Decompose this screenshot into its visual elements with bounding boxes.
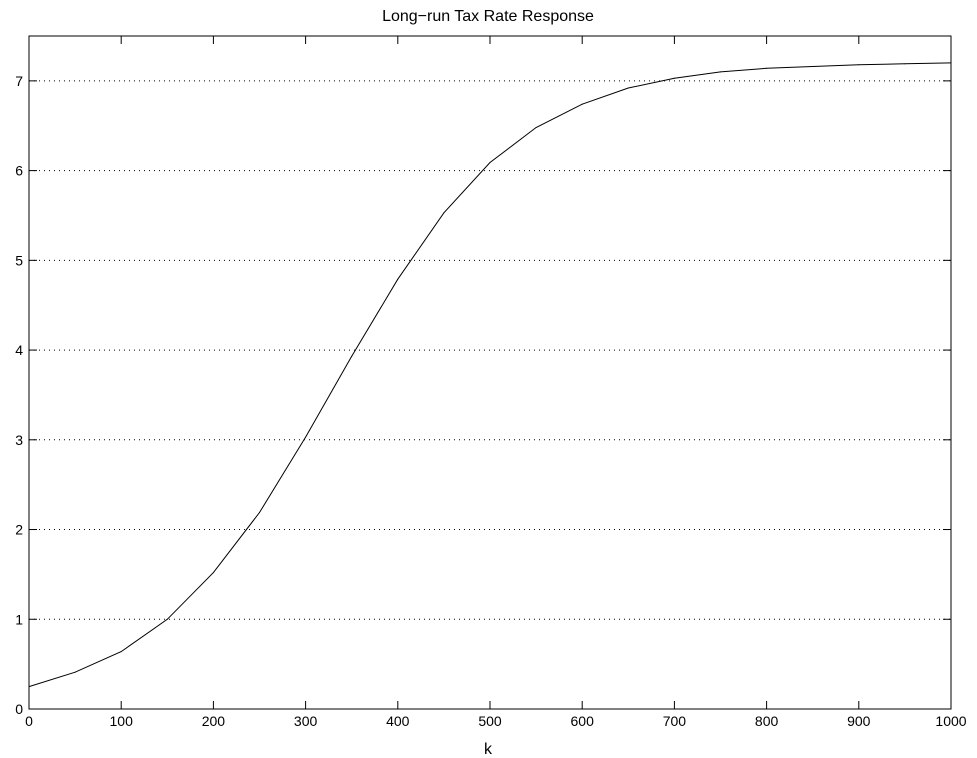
y-tick-label: 2 [15,522,23,538]
plot-frame [28,35,952,710]
y-tick-label: 7 [15,73,23,89]
data-point [812,66,814,68]
x-tick-label: 400 [386,713,410,729]
data-point [397,278,399,280]
y-tick-label: 5 [15,252,23,268]
data-point [259,511,260,513]
x-tick-label: 100 [110,713,134,729]
data-point [627,87,629,89]
x-tick-label: 800 [755,713,779,729]
data-point [858,64,860,66]
chart-title: Long−run Tax Rate Response [382,8,594,25]
data-point [120,651,122,653]
y-tick-label: 6 [15,163,23,179]
series-line [28,62,952,688]
y-tick-label: 1 [15,611,23,627]
data-point [720,71,721,73]
x-tick-label: 900 [847,713,871,729]
data-point [443,212,445,214]
x-axis-label: k [484,741,493,758]
x-tick-label: 1000 [935,713,966,729]
y-tick-label: 3 [15,432,23,448]
y-tick-labels: 0 1 2 3 4 5 6 7 [15,73,23,717]
data-point [535,127,537,129]
x-tick-label: 700 [663,713,687,729]
data-point [904,63,906,65]
x-tick-label: 200 [202,713,226,729]
data-point [212,572,214,574]
x-tick-label: 300 [294,713,318,729]
data-point [766,67,768,69]
data-point [74,671,76,673]
y-tick-label: 4 [15,342,23,358]
data-point [581,103,583,105]
data-point [351,355,353,357]
x-tick-label: 0 [25,713,33,729]
x-tick-label: 600 [571,713,595,729]
x-tick-label: 500 [478,713,502,729]
series-group [28,62,952,688]
x-tick-labels: 0 100 200 300 400 500 600 700 800 900 1000 [25,713,967,729]
y-tick-label: 0 [15,701,23,717]
data-point [673,77,675,79]
grid-lines [29,80,951,620]
data-point [166,618,168,620]
axis-ticks [28,36,952,710]
data-point [305,436,307,438]
data-point [489,162,491,164]
